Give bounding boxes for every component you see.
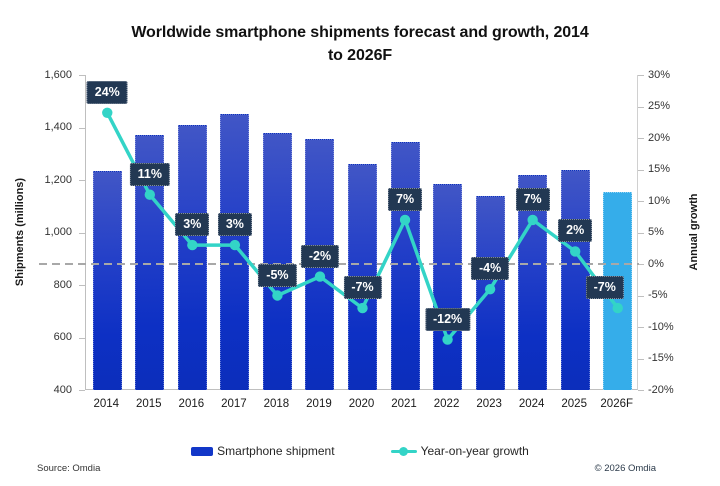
data-label-2024: 7% (515, 187, 550, 211)
left-axis-tick-mark (79, 285, 85, 286)
x-axis-label-2022: 2022 (433, 398, 460, 410)
right-axis-tick-label: -5% (648, 289, 668, 301)
x-axis-label-2017: 2017 (221, 398, 247, 410)
line-swatch-dot (398, 446, 408, 456)
x-axis-label-2023: 2023 (476, 398, 502, 410)
data-label-2014: 24% (86, 80, 128, 104)
right-axis-tick-mark (638, 295, 644, 297)
right-axis-tick-mark (638, 232, 644, 234)
right-axis-tick-mark (638, 327, 644, 328)
growth-line (102, 107, 623, 345)
right-axis-tick-label: -20% (648, 383, 674, 396)
bar-2021 (390, 141, 420, 390)
chart-title-line2: to 2026F (327, 47, 393, 64)
bar-2016 (177, 124, 207, 390)
right-axis-tick-mark (638, 138, 644, 139)
right-axis-tick-mark (638, 264, 644, 265)
plot-area: 24% 11% 3% 3% -5% -2% -7% 7% -12% -4% 7% 2% -7% (39, 75, 639, 390)
left-axis-tick-label: 1,600 (44, 68, 72, 81)
growth-marker-2021 (399, 214, 411, 226)
data-label-2019: -2% (300, 244, 340, 268)
left-axis-tick-label: 1,200 (44, 173, 72, 186)
right-axis-tick-label: 0% (648, 257, 664, 270)
left-axis-tick-mark (79, 337, 85, 339)
source-text: Source: Omdia (37, 463, 101, 474)
right-axis-tick-mark (638, 75, 644, 76)
left-axis-tick-mark (79, 180, 85, 181)
right-axis-tick-mark (638, 169, 644, 171)
growth-marker-2023 (484, 284, 496, 295)
left-axis-tick-mark (79, 390, 85, 391)
growth-marker-2014 (102, 107, 113, 118)
data-label-2018: -5% (258, 263, 297, 287)
left-axis-tick-label: 400 (53, 383, 72, 396)
right-axis-tick-label: 20% (648, 131, 671, 144)
bar-2018 (262, 132, 292, 390)
x-axis-label-2024: 2024 (518, 398, 545, 410)
growth-marker-2022 (442, 334, 453, 345)
left-axis-tick-mark (79, 232, 85, 234)
right-axis-tick-label: 10% (648, 194, 671, 207)
legend-label-growth: Year-on-year growth (420, 444, 529, 458)
left-axis-tick-label: 1,400 (44, 121, 72, 133)
right-axis-tick-label: -15% (648, 352, 674, 364)
growth-marker-2026F (612, 302, 623, 314)
data-label-2026F: -7% (585, 276, 624, 300)
line-swatch-icon (390, 446, 417, 456)
bar-swatch-icon (191, 446, 214, 456)
copyright-text: © 2026 Omdia (594, 463, 656, 474)
legend-label-shipment: Smartphone shipment (217, 444, 335, 458)
growth-marker-2019 (314, 271, 326, 282)
bar-2017 (220, 114, 250, 390)
right-axis-tick-mark (638, 390, 644, 391)
growth-marker-2017 (229, 239, 241, 251)
data-label-2017: 3% (217, 213, 252, 237)
data-label-2022: -12% (424, 307, 471, 331)
bar-2014 (92, 170, 122, 390)
x-axis-label-2015: 2015 (136, 398, 162, 410)
legend-item-shipment: Smartphone shipment (191, 444, 335, 458)
x-axis-label-2019: 2019 (306, 398, 332, 410)
data-label-2020: -7% (343, 276, 382, 300)
data-label-2023: -4% (470, 257, 510, 281)
data-label-2015: 11% (129, 162, 170, 186)
growth-marker-2016 (187, 239, 198, 251)
data-label-2016: 3% (175, 213, 210, 237)
data-label-2021: 7% (387, 187, 423, 211)
left-axis-tick-mark (79, 127, 85, 129)
right-axis-tick-label: 5% (648, 226, 664, 238)
chart-legend: Smartphone shipment Year-on-year growth (0, 444, 720, 458)
right-axis-tick-mark (638, 201, 644, 202)
x-axis-label-2014: 2014 (93, 398, 120, 410)
x-axis-label-2020: 2020 (348, 398, 375, 410)
left-axis-tick-label: 1,000 (44, 226, 72, 238)
growth-marker-2015 (144, 189, 156, 200)
growth-marker-2020 (357, 302, 368, 314)
left-axis-tick-mark (79, 75, 85, 76)
x-axis-label-2025: 2025 (561, 398, 587, 410)
growth-marker-2024 (527, 214, 538, 226)
left-axis-tick-label: 800 (53, 278, 72, 291)
right-axis-tick-mark (638, 106, 644, 108)
right-axis-tick-label: 25% (648, 100, 671, 112)
bar-2022 (433, 183, 463, 390)
x-axis-label-2018: 2018 (263, 398, 290, 410)
zero-growth-dashed-line (39, 263, 639, 265)
growth-marker-2025 (569, 246, 581, 257)
right-axis-tick-label: 30% (648, 68, 671, 81)
x-axis-label-2026F: 2026F (600, 398, 634, 410)
right-axis-tick-mark (638, 358, 644, 360)
right-axis-tick-label: -10% (648, 320, 674, 333)
right-axis-tick-label: 15% (648, 163, 671, 175)
data-label-2025: 2% (558, 219, 593, 243)
x-axis-label-2021: 2021 (391, 398, 417, 410)
x-axis-label-2016: 2016 (178, 398, 205, 410)
growth-marker-2018 (272, 290, 283, 301)
chart-title: Worldwide smartphone shipments forecast … (0, 21, 720, 67)
legend-item-growth: Year-on-year growth (390, 444, 529, 458)
left-axis-tick-label: 600 (53, 331, 72, 343)
chart-title-line1: Worldwide smartphone shipments forecast … (131, 24, 589, 41)
